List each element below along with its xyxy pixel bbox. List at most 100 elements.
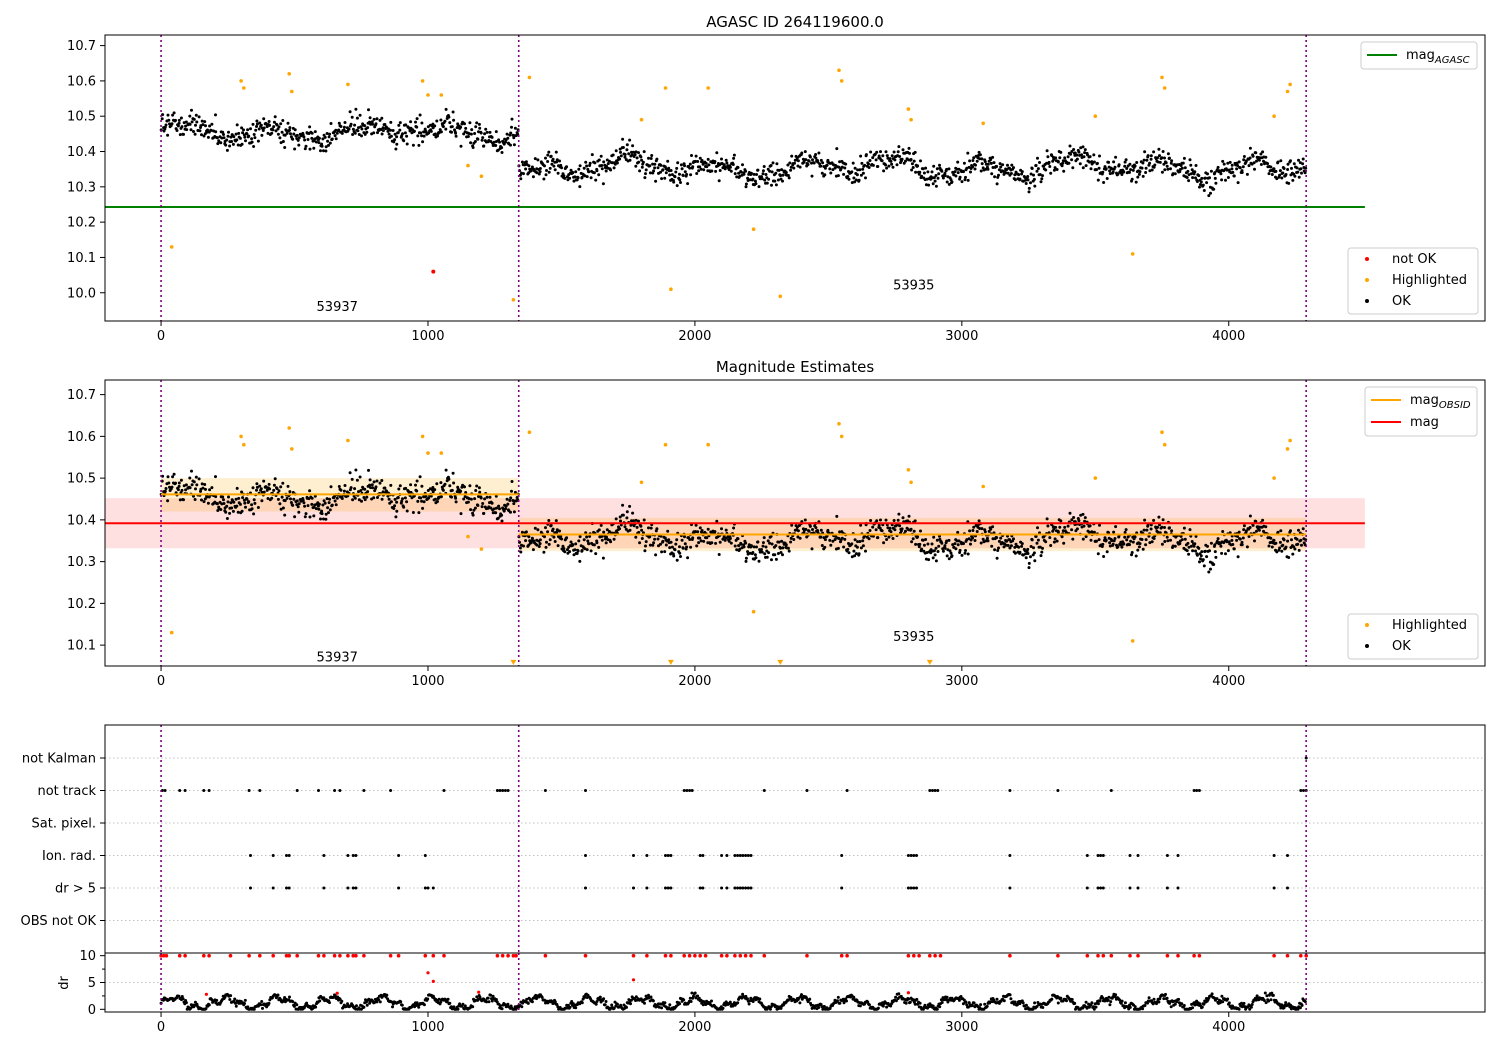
ok-point <box>1054 526 1057 529</box>
ok-point <box>1291 179 1294 182</box>
dr-point <box>979 1003 982 1006</box>
ok-point <box>1151 169 1154 172</box>
flag-point <box>1008 887 1011 890</box>
ok-point <box>854 538 857 541</box>
flag-point <box>1129 887 1132 890</box>
ok-point <box>1163 168 1166 171</box>
off-scale-marker <box>927 660 933 665</box>
ok-point <box>637 161 640 164</box>
ok-point <box>920 548 923 551</box>
ok-point <box>1205 555 1208 558</box>
ok-point <box>619 520 622 523</box>
ok-point <box>328 133 331 136</box>
ok-point <box>481 136 484 139</box>
ok-point <box>444 483 447 486</box>
ok-point <box>707 163 710 166</box>
flag-label-ion-rad: Ion. rad. <box>42 849 96 864</box>
ok-point <box>365 131 368 134</box>
ok-point <box>574 170 577 173</box>
flag-point <box>664 854 667 857</box>
ok-point <box>312 514 315 517</box>
ok-point <box>654 180 657 183</box>
ok-point <box>309 148 312 151</box>
ok-point <box>292 498 295 501</box>
dr-point <box>268 1002 271 1005</box>
ok-point <box>1041 174 1044 177</box>
ok-point <box>308 489 311 492</box>
dr-point <box>936 1008 939 1011</box>
ok-point <box>932 165 935 168</box>
legend-marker-ok <box>1365 644 1369 648</box>
ok-point <box>326 132 329 135</box>
ok-point <box>1241 171 1244 174</box>
ok-point <box>1077 151 1080 154</box>
ok-point <box>956 531 959 534</box>
flag-point <box>733 887 736 890</box>
legend-marker-highlighted <box>1365 278 1369 282</box>
ok-point <box>666 530 669 533</box>
ok-point <box>807 163 810 166</box>
ok-point <box>568 177 571 180</box>
dr-point <box>736 1001 739 1004</box>
ok-point <box>514 127 517 130</box>
ok-point <box>788 162 791 165</box>
dr-point <box>798 1001 801 1004</box>
dr-point <box>808 998 811 1001</box>
flag-point <box>683 789 686 792</box>
ok-point <box>1227 549 1230 552</box>
flag-point <box>632 887 635 890</box>
dr-point <box>1191 1006 1194 1009</box>
ok-point <box>1279 159 1282 162</box>
ok-point <box>762 172 765 175</box>
ok-point <box>421 140 424 143</box>
ok-point <box>521 531 524 534</box>
ok-point <box>787 547 790 550</box>
ok-point <box>258 485 261 488</box>
flag-point <box>1299 789 1302 792</box>
ok-point <box>1163 526 1166 529</box>
ok-point <box>1131 551 1134 554</box>
ok-point <box>643 549 646 552</box>
estimates-ytick-label: 10.5 <box>67 472 96 487</box>
ok-point <box>852 162 855 165</box>
ok-point <box>837 174 840 177</box>
ok-point <box>421 507 424 510</box>
ok-point <box>1287 556 1290 559</box>
ok-point <box>871 526 874 529</box>
ok-point <box>167 114 170 117</box>
ok-point <box>1204 177 1207 180</box>
ok-point <box>695 524 698 527</box>
ok-point <box>729 166 732 169</box>
ok-point <box>1046 155 1049 158</box>
ok-point <box>356 117 359 120</box>
estimates-xtick-label: 2000 <box>678 674 711 689</box>
ok-point <box>463 485 466 488</box>
ok-point <box>1128 543 1131 546</box>
flag-point <box>741 854 744 857</box>
dr-point <box>599 996 602 999</box>
ok-point <box>562 547 565 550</box>
ok-point <box>995 536 998 539</box>
ok-point <box>1239 166 1242 169</box>
ok-point <box>946 554 949 557</box>
ok-point <box>998 540 1001 543</box>
ok-point <box>1106 177 1109 180</box>
ok-point <box>732 527 735 530</box>
ok-point <box>991 156 994 159</box>
ok-point <box>193 118 196 121</box>
ok-point <box>558 530 561 533</box>
ok-point <box>1138 173 1141 176</box>
ok-point <box>375 122 378 125</box>
ok-point <box>1170 529 1173 532</box>
ok-point <box>1196 180 1199 183</box>
ok-point <box>707 528 710 531</box>
agasc-xtick-label: 3000 <box>945 329 978 344</box>
dr-point <box>758 998 761 1001</box>
ok-point <box>1145 167 1148 170</box>
ok-point <box>1233 547 1236 550</box>
ok-point <box>1084 516 1087 519</box>
flag-point <box>249 887 252 890</box>
ok-point <box>331 504 334 507</box>
highlighted-point <box>664 443 668 447</box>
